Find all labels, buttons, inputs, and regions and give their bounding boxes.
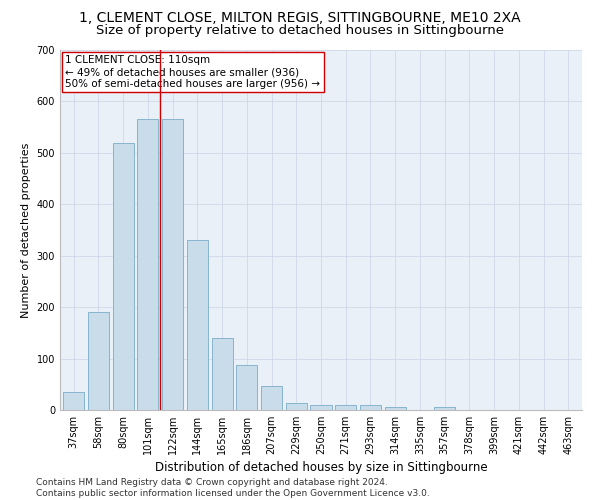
- X-axis label: Distribution of detached houses by size in Sittingbourne: Distribution of detached houses by size …: [155, 461, 487, 474]
- Bar: [113, 142, 134, 410]
- Bar: [434, 408, 455, 410]
- Text: 1 CLEMENT CLOSE: 110sqm
← 49% of detached houses are smaller (936)
50% of semi-d: 1 CLEMENT CLOSE: 110sqm ← 49% of detache…: [65, 56, 320, 88]
- Bar: [63, 392, 84, 410]
- Bar: [187, 240, 208, 410]
- Text: Contains HM Land Registry data © Crown copyright and database right 2024.
Contai: Contains HM Land Registry data © Crown c…: [36, 478, 430, 498]
- Bar: [310, 405, 332, 410]
- Bar: [385, 408, 406, 410]
- Bar: [212, 338, 233, 410]
- Bar: [236, 364, 257, 410]
- Bar: [137, 120, 158, 410]
- Bar: [335, 405, 356, 410]
- Text: 1, CLEMENT CLOSE, MILTON REGIS, SITTINGBOURNE, ME10 2XA: 1, CLEMENT CLOSE, MILTON REGIS, SITTINGB…: [79, 11, 521, 25]
- Bar: [162, 120, 183, 410]
- Bar: [360, 405, 381, 410]
- Bar: [261, 386, 282, 410]
- Y-axis label: Number of detached properties: Number of detached properties: [21, 142, 31, 318]
- Text: Size of property relative to detached houses in Sittingbourne: Size of property relative to detached ho…: [96, 24, 504, 37]
- Bar: [286, 404, 307, 410]
- Bar: [88, 312, 109, 410]
